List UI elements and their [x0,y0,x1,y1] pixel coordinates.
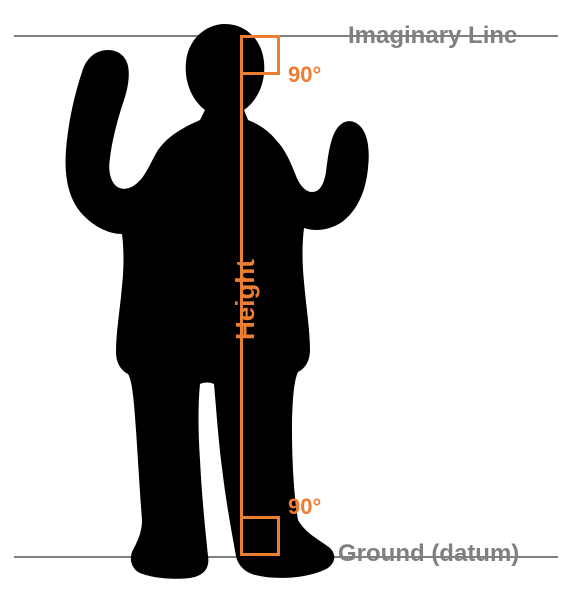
imaginary-line-label: Imaginary Line [348,22,517,50]
person-silhouette [0,0,572,601]
height-label: Height [230,259,261,340]
ground-label: Ground (datum) [338,540,519,568]
diagram-stage: Imaginary Line Ground (datum) 90° 90° He… [0,0,572,601]
angle-top-label: 90° [288,62,321,88]
angle-bottom-label: 90° [288,494,321,520]
angle-marker-bottom [240,516,280,556]
angle-marker-top [240,35,280,75]
